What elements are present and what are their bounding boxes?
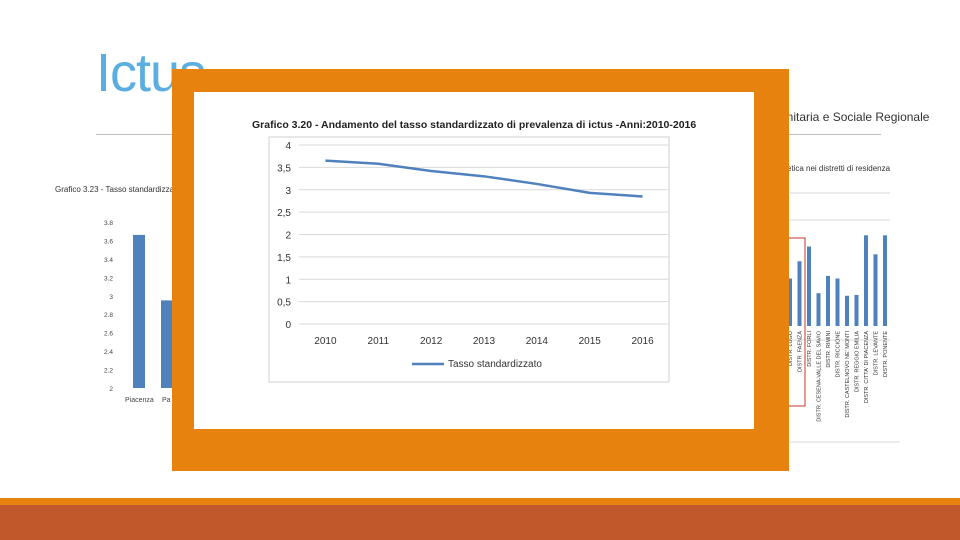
x-tick-label: 2015 [579, 336, 602, 347]
y-tick-label: 3 [285, 186, 291, 197]
background-left-chart: Grafico 3.23 - Tasso standardizza 3.8 3.6… [55, 180, 195, 410]
y-tick-label: 2,5 [277, 208, 291, 219]
background-right-chart-title: abetica nei distretti di residenza [778, 164, 891, 173]
legend-label: Tasso standardizzato [448, 359, 542, 370]
bg-right-x-label: DISTR. LEVANTE [874, 331, 880, 376]
bg-left-x-label: Pa [162, 397, 171, 404]
bg-left-y-tick: 3.6 [104, 238, 113, 245]
bg-right-bar [826, 275, 830, 326]
bg-right-x-label: DISTR. REGGIO EMILIA [855, 331, 861, 392]
bg-left-y-tick: 2.2 [104, 368, 113, 375]
footer-stripe [0, 498, 960, 505]
bg-left-y-tick: 3.8 [104, 220, 113, 227]
x-tick-label: 2010 [314, 336, 337, 347]
bg-right-x-label: DISTR. RIMINI [826, 331, 832, 368]
bg-left-y-tick: 3 [109, 294, 113, 301]
bg-right-bar [788, 278, 792, 326]
y-tick-label: 1 [285, 275, 291, 286]
chart-title: Grafico 3.20 - Andamento del tasso stand… [252, 119, 696, 131]
bg-left-bar [161, 300, 173, 388]
bg-right-x-label: DISTR. CITTA' DI PIACENZA [864, 331, 870, 403]
series-line-tasso-standardizzato [325, 159, 643, 198]
bg-left-bar [133, 234, 145, 388]
y-tick-label: 1,5 [277, 253, 291, 264]
slide-subtitle: anitaria e Sociale Regionale [780, 110, 930, 124]
y-tick-label: 0 [285, 320, 291, 331]
bg-left-y-tick: 3.2 [104, 275, 113, 282]
x-tick-label: 2014 [526, 336, 549, 347]
bg-right-x-label: DISTR. FORLI [807, 331, 813, 367]
bg-right-x-label: DISTR. RICCIONE [836, 331, 842, 378]
bg-right-x-label: DISTR. PONENTE [883, 331, 889, 377]
bg-left-y-tick: 2.4 [104, 349, 113, 356]
bg-left-x-label: Piacenza [125, 397, 154, 404]
bg-right-bar [854, 294, 859, 326]
footer-bar [0, 505, 960, 540]
x-tick-label: 2016 [631, 336, 654, 347]
background-left-chart-title: Grafico 3.23 - Tasso standardizza [55, 185, 175, 194]
bg-right-bar [835, 278, 840, 326]
bg-right-x-label: DISTR. CESENA-VALLE DEL SAVIO [817, 330, 823, 421]
bg-right-bar [816, 293, 821, 326]
main-chart-container: Grafico 3.20 - Andamento del tasso stand… [194, 92, 754, 429]
x-tick-label: 2011 [368, 336, 390, 347]
bg-right-bar [807, 246, 811, 326]
bg-left-y-tick: 2.6 [104, 331, 113, 338]
background-right-chart-plot: DISTR. LUGO DISTR. FAENZA DISTR. FORLI DIST… [774, 192, 900, 443]
bg-left-y-tick: 2.8 [104, 312, 113, 319]
bg-right-x-label: DISTR. LUGO [788, 330, 794, 366]
bg-right-x-label: DISTR. FAENZA [798, 331, 804, 372]
bg-right-bar [797, 261, 802, 326]
bg-left-y-tick: 2 [109, 386, 113, 393]
y-tick-label: 0,5 [277, 298, 291, 309]
x-tick-label: 2013 [473, 336, 496, 347]
bg-right-bar [883, 235, 887, 326]
chart-area-border [268, 136, 670, 383]
bg-right-bar [873, 254, 878, 326]
y-tick-label: 2 [285, 231, 291, 242]
main-line-chart: Grafico 3.20 - Andamento del tasso stand… [252, 119, 696, 383]
background-left-chart-plot: 3.8 3.6 3.4 3.2 3 2.8 2.6 2.4 2.2 2 Piacenza Pa [104, 220, 173, 404]
background-right-chart: abetica nei distretti di residenza DISTR… [770, 150, 905, 450]
y-tick-label: 3,5 [277, 163, 291, 174]
x-tick-label: 2012 [420, 336, 443, 347]
bg-right-bar [864, 235, 868, 326]
bg-left-y-tick: 3.4 [104, 257, 113, 264]
bg-right-bar [845, 295, 849, 326]
y-tick-label: 4 [285, 141, 291, 152]
bg-right-x-label: DISTR. CASTELNOVO NE' MONTI [845, 331, 851, 418]
